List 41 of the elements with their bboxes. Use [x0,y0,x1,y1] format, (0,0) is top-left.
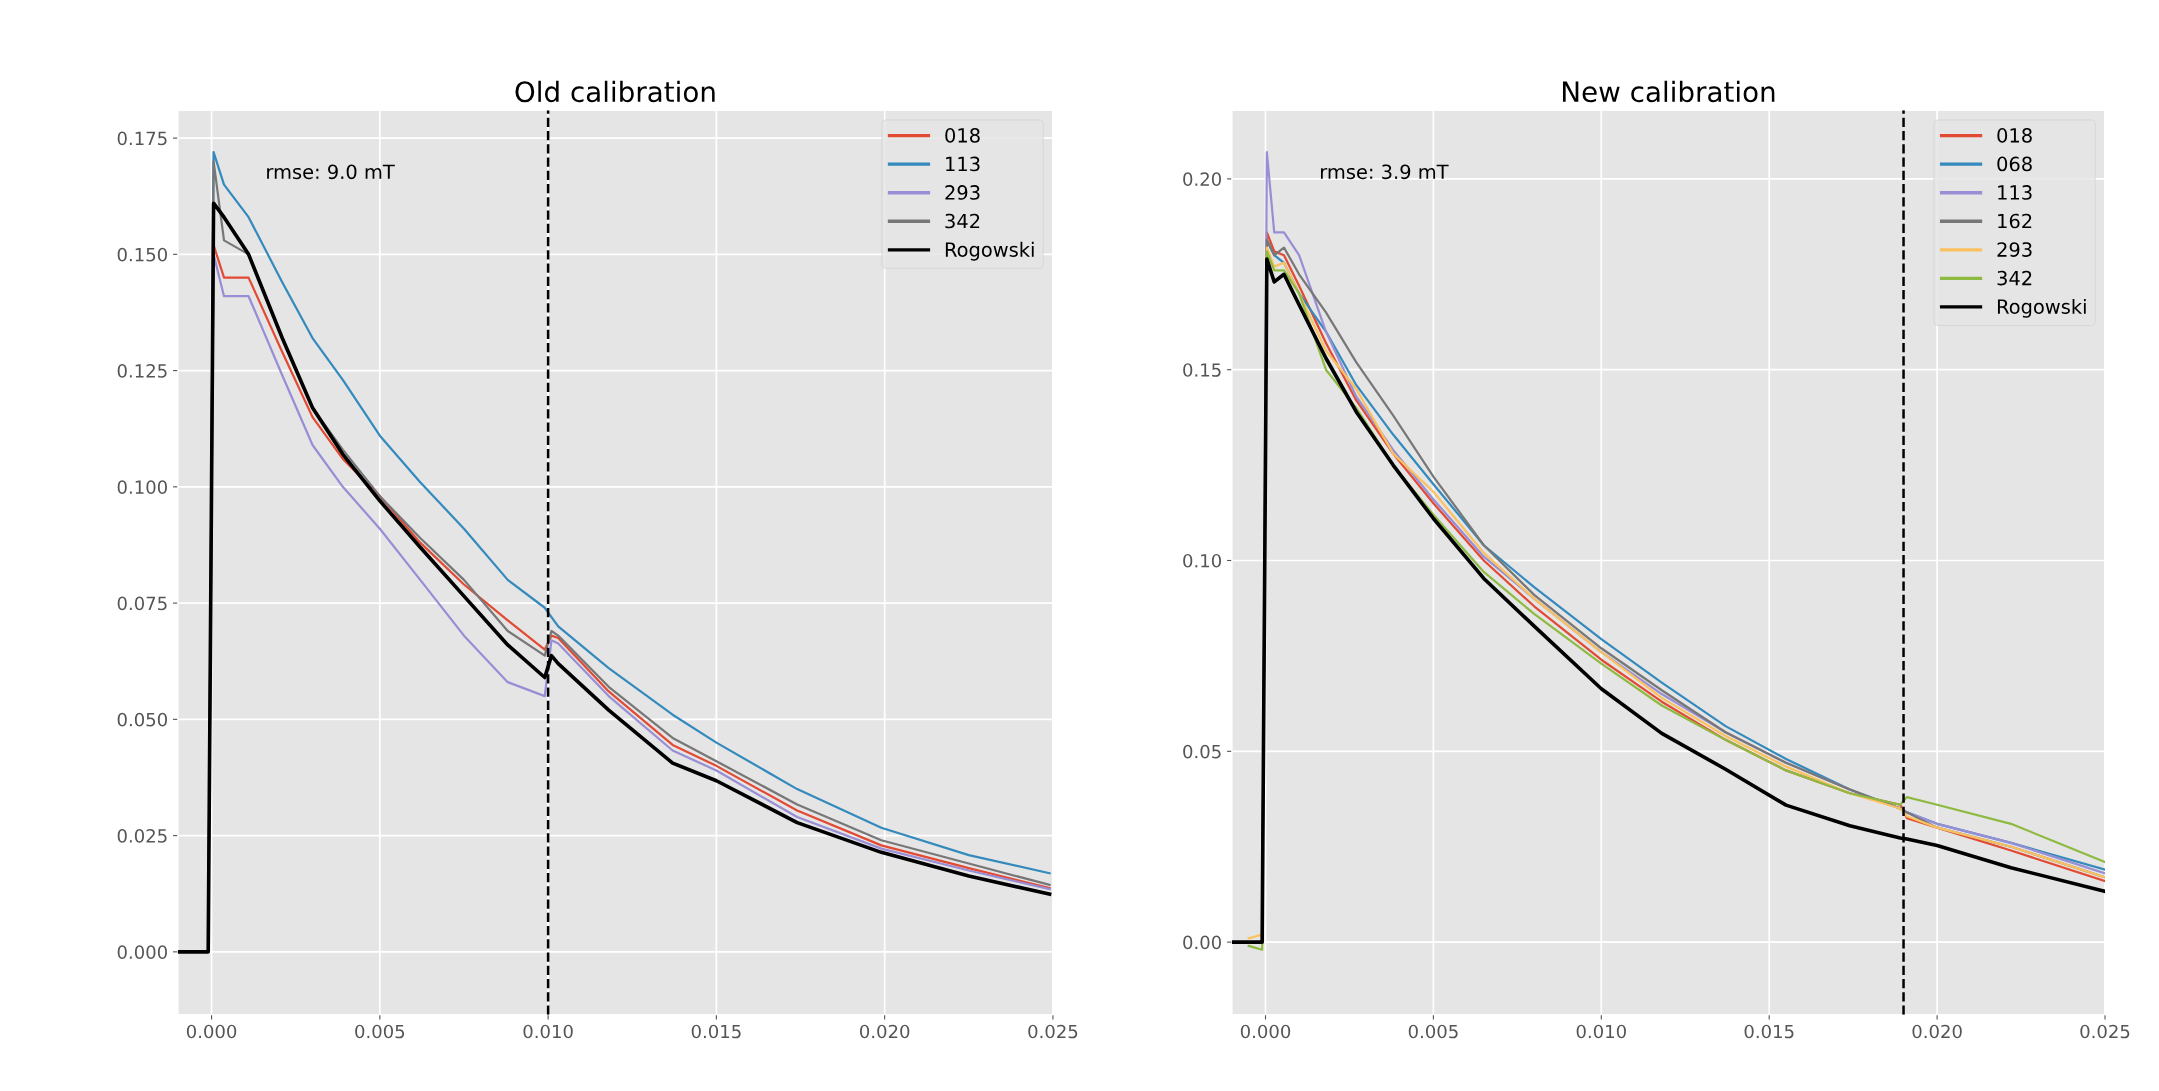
legend-label: Rogowski [945,241,1034,261]
legend-label: 342 [1997,270,2032,286]
x-tick-label: 0.025 [2080,1024,2130,1039]
y-tick-label: 0.20 [1183,172,1221,186]
y-tick-label: 0.05 [1183,744,1221,759]
legend-label: Rogowski [1997,298,2086,318]
y-tick-label: 0.150 [117,247,167,262]
y-tick-label: 0.025 [117,829,167,843]
x-tick-label: 0.010 [523,1024,573,1039]
x-tick-label: 0.005 [1408,1024,1458,1039]
y-tick-label: 0.10 [1183,553,1221,568]
x-tick-label: 0.020 [1912,1024,1962,1039]
y-tick-label: 0.075 [117,596,167,611]
legend-label: 018 [945,128,980,143]
y-tick-label: 0.15 [1183,363,1221,377]
y-tick-label: 0.00 [1183,935,1221,950]
legend-label: 342 [945,213,980,229]
legend-label: 113 [1998,185,2032,200]
x-tick-label: 0.015 [1744,1024,1794,1039]
chart-title: Old calibration [515,80,715,103]
annotation: rmse: 3.9 mT [1321,164,1449,180]
legend-label: 162 [1998,213,2032,229]
legend-label: 068 [1997,156,2032,172]
x-tick-label: 0.000 [1240,1024,1291,1039]
y-tick-label: 0.125 [117,364,167,378]
legend-label: 113 [946,156,980,172]
x-tick-label: 0.020 [860,1024,910,1039]
x-tick-label: 0.000 [186,1024,237,1039]
y-tick-label: 0.000 [117,945,167,959]
x-tick-label: 0.025 [1028,1024,1078,1039]
x-tick-label: 0.005 [355,1024,405,1039]
x-tick-label: 0.010 [1576,1024,1626,1039]
chart-title: New calibration [1562,80,1775,103]
annotation: rmse: 9.0 mT [267,164,395,180]
legend-label: 293 [1997,242,2032,257]
x-tick-label: 0.015 [691,1024,741,1039]
y-tick-label: 0.100 [117,480,167,494]
legend-label: 293 [945,185,980,200]
y-tick-label: 0.175 [117,131,167,146]
y-tick-label: 0.050 [117,712,167,727]
legend-label: 018 [1997,128,2032,143]
